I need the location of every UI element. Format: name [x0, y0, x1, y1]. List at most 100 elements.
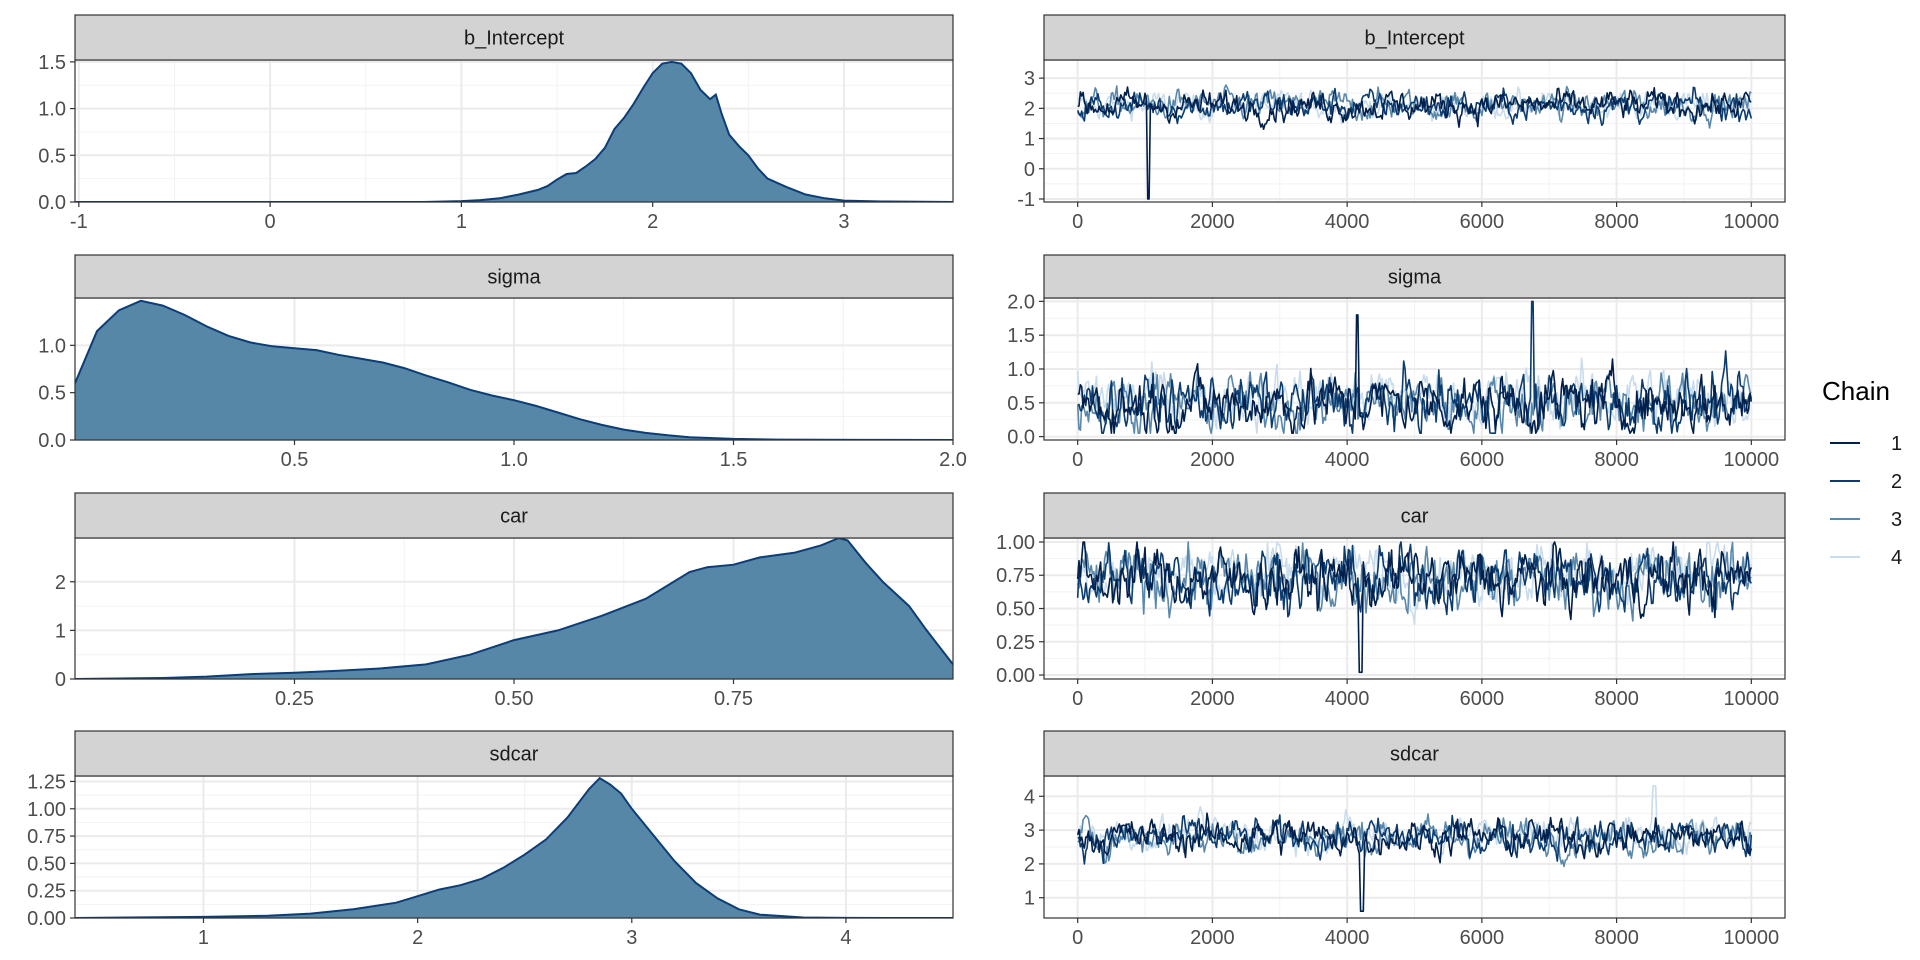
y-tick-label: 1.25	[27, 771, 66, 793]
x-tick-label: 2.0	[939, 449, 967, 471]
y-tick-label: 1.5	[38, 52, 66, 74]
x-tick-label: 0	[1072, 927, 1083, 949]
y-tick-label: 0.00	[996, 665, 1035, 687]
facet-strip-label: b_Intercept	[1364, 28, 1465, 50]
x-tick-label: 0	[1072, 211, 1083, 233]
y-tick-label: 1.5	[1007, 325, 1035, 347]
x-tick-label: 4000	[1325, 211, 1370, 233]
trace-panel-sigma: sigma 0 2000 4000 6000 8000 10000 0.0 0.5 1.0 1.5 2…	[1007, 254, 1786, 471]
x-tick-label: 2	[412, 927, 423, 949]
x-tick-label: 0	[1072, 688, 1083, 710]
trace-panel-b_Intercept: b_Intercept 0 2000 4000 6000 8000 10000 -1 0 1 2 3	[1017, 14, 1786, 233]
trace-line-chain-4	[1076, 357, 1753, 434]
trace-line-chain-1	[1076, 812, 1753, 912]
y-tick-label: 0.25	[996, 632, 1035, 654]
y-tick-label: 0.5	[1007, 393, 1035, 415]
y-tick-label: 0	[1024, 159, 1035, 181]
y-tick-label: 4	[1024, 786, 1035, 808]
x-tick-label: 8000	[1594, 211, 1639, 233]
y-tick-label: 1.0	[38, 99, 66, 121]
x-tick-label: 2000	[1190, 449, 1235, 471]
facet-strip-label: b_Intercept	[464, 28, 565, 50]
y-tick-label: 1	[55, 620, 66, 642]
y-tick-label: 3	[1024, 68, 1035, 90]
y-tick-label: 1.00	[27, 799, 66, 821]
facet-strip-label: sigma	[487, 267, 541, 289]
facet-strip	[74, 14, 954, 61]
density-panel-car: car 0.25 0.50 0.75 0 1 2	[55, 492, 954, 710]
facet-strip	[74, 492, 954, 539]
y-tick-label: 1	[1024, 129, 1035, 151]
x-tick-label: 4000	[1325, 449, 1370, 471]
legend-label-chain-4: 4	[1891, 547, 1902, 569]
facet-strip-label: car	[1401, 506, 1429, 528]
legend-label-chain-2: 2	[1891, 471, 1902, 493]
y-tick-label: 1.0	[38, 335, 66, 357]
x-tick-label: 10000	[1724, 688, 1780, 710]
x-tick-label: 10000	[1724, 449, 1780, 471]
x-tick-label: 8000	[1594, 449, 1639, 471]
y-tick-label: 0.25	[27, 881, 66, 903]
legend-label-chain-1: 1	[1891, 433, 1902, 455]
x-tick-label: 6000	[1460, 211, 1505, 233]
panel-grid: b_Intercept -1 0 1 2 3 0.0 0.5 1.0 1.5 b_Intercept…	[27, 14, 1786, 949]
x-tick-label: 0.25	[275, 688, 314, 710]
x-tick-label: 0.50	[495, 688, 534, 710]
panel-background	[75, 60, 953, 202]
legend-title: Chain	[1822, 376, 1890, 406]
y-tick-label: 0.5	[38, 145, 66, 167]
y-tick-label: 0.50	[996, 599, 1035, 621]
facet-strip	[1043, 492, 1786, 539]
y-tick-label: 1	[1024, 888, 1035, 910]
y-tick-label: -1	[1017, 189, 1035, 211]
density-line	[75, 60, 953, 202]
y-tick-label: 0.5	[38, 383, 66, 405]
trace-line-chain-1	[1077, 86, 1752, 200]
y-tick-label: 0.0	[1007, 427, 1035, 449]
y-tick-label: 0.00	[27, 908, 66, 930]
facet-strip	[74, 254, 954, 299]
x-tick-label: 2000	[1190, 688, 1235, 710]
y-tick-label: 1.00	[996, 532, 1035, 554]
y-tick-label: 2	[1024, 98, 1035, 120]
x-tick-label: 4000	[1325, 927, 1370, 949]
y-tick-label: 1.0	[1007, 359, 1035, 381]
density-line	[75, 538, 953, 679]
x-tick-label: 0.75	[714, 688, 753, 710]
y-tick-label: 2.0	[1007, 291, 1035, 313]
y-tick-label: 2	[1024, 854, 1035, 876]
density-area	[75, 61, 953, 202]
trace-panel-sdcar: sdcar 0 2000 4000 6000 8000 10000 1 2 3 4	[1024, 730, 1786, 949]
density-line	[75, 776, 953, 918]
x-tick-label: 8000	[1594, 688, 1639, 710]
y-tick-label: 3	[1024, 820, 1035, 842]
x-tick-label: 4000	[1325, 688, 1370, 710]
chain-legend: Chain 1 2 3 4	[1822, 376, 1902, 569]
x-tick-label: 0	[265, 211, 276, 233]
y-tick-label: 2	[55, 572, 66, 594]
facet-strip	[1043, 254, 1786, 299]
x-tick-label: 4	[840, 927, 851, 949]
x-tick-label: 2000	[1190, 927, 1235, 949]
trace-line-chain-1	[1077, 314, 1753, 434]
density-panel-b_Intercept: b_Intercept -1 0 1 2 3 0.0 0.5 1.0 1.5	[38, 14, 954, 233]
y-tick-label: 0.0	[38, 192, 66, 214]
x-tick-label: 1.0	[500, 449, 528, 471]
x-tick-label: 10000	[1724, 927, 1780, 949]
legend-label-chain-3: 3	[1891, 509, 1902, 531]
facet-strip-label: car	[500, 506, 528, 528]
y-tick-label: 0.75	[996, 565, 1035, 587]
facet-strip	[1043, 730, 1786, 777]
trace-line-chain-4	[1076, 541, 1753, 626]
x-tick-label: 10000	[1724, 211, 1780, 233]
trace-line-chain-2	[1076, 541, 1752, 618]
facet-strip-label: sdcar	[490, 744, 539, 766]
trace-panel-car: car 0 2000 4000 6000 8000 10000 0.00 0.25 0.50 0.7…	[996, 492, 1786, 710]
trace-line-chain-3	[1076, 541, 1752, 622]
x-tick-label: 6000	[1460, 449, 1505, 471]
y-tick-label: 0.0	[38, 430, 66, 452]
x-tick-label: 1	[456, 211, 467, 233]
x-tick-label: 3	[838, 211, 849, 233]
facet-strip	[1043, 14, 1786, 61]
density-line	[75, 299, 953, 440]
